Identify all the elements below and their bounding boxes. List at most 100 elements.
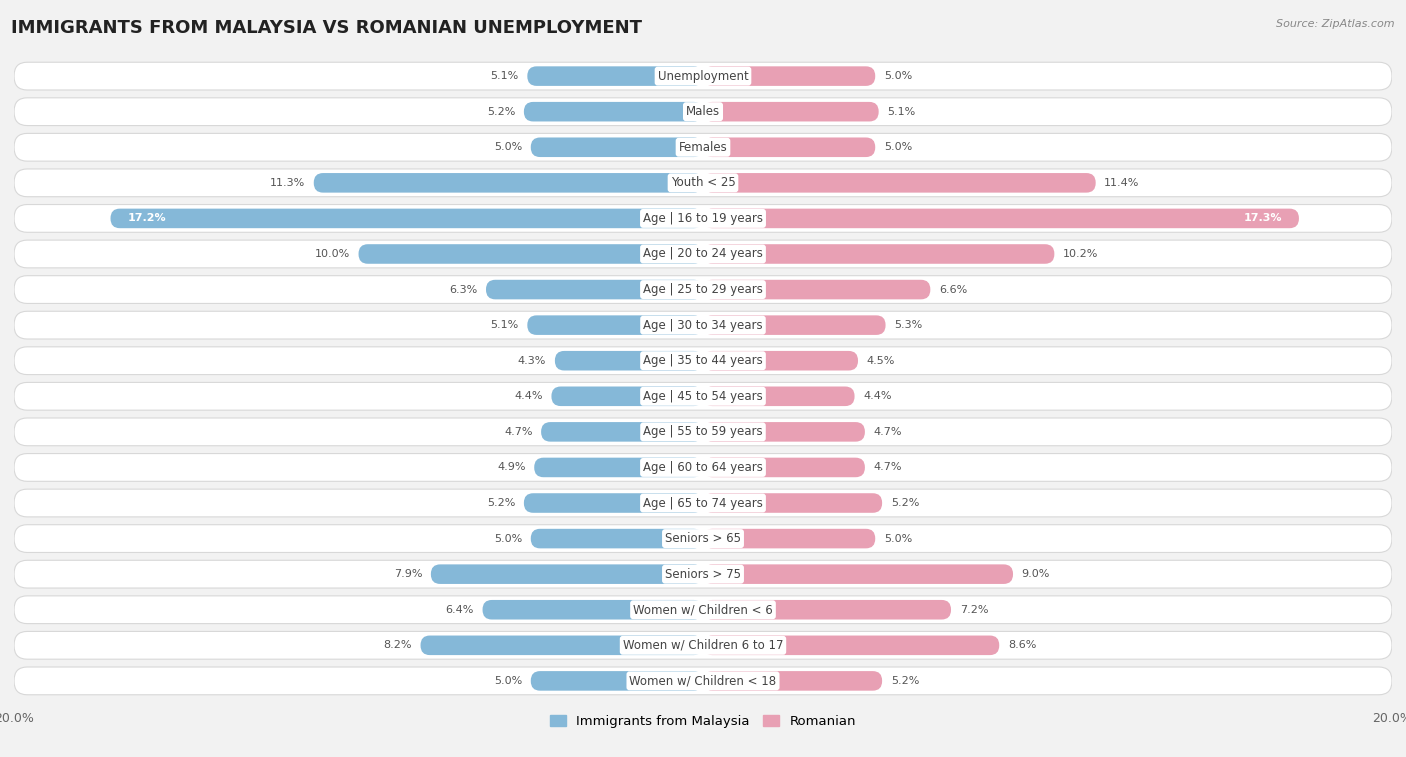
Text: 9.0%: 9.0% [1022,569,1050,579]
Text: 8.2%: 8.2% [384,640,412,650]
Text: 5.2%: 5.2% [891,676,920,686]
Text: 5.1%: 5.1% [887,107,915,117]
Text: Age | 25 to 29 years: Age | 25 to 29 years [643,283,763,296]
Text: 17.2%: 17.2% [128,213,166,223]
Text: 4.3%: 4.3% [517,356,547,366]
Text: Women w/ Children < 6: Women w/ Children < 6 [633,603,773,616]
FancyBboxPatch shape [541,422,703,441]
Text: 8.6%: 8.6% [1008,640,1036,650]
Text: Age | 20 to 24 years: Age | 20 to 24 years [643,248,763,260]
FancyBboxPatch shape [524,102,703,121]
FancyBboxPatch shape [527,316,703,335]
FancyBboxPatch shape [703,529,875,548]
Text: Youth < 25: Youth < 25 [671,176,735,189]
Text: 5.1%: 5.1% [491,320,519,330]
Text: Age | 16 to 19 years: Age | 16 to 19 years [643,212,763,225]
Text: Females: Females [679,141,727,154]
FancyBboxPatch shape [14,418,1392,446]
FancyBboxPatch shape [551,387,703,406]
FancyBboxPatch shape [703,102,879,121]
Text: Males: Males [686,105,720,118]
FancyBboxPatch shape [703,387,855,406]
FancyBboxPatch shape [703,636,1000,655]
Text: Age | 30 to 34 years: Age | 30 to 34 years [643,319,763,332]
Text: 4.4%: 4.4% [515,391,543,401]
Text: 5.1%: 5.1% [491,71,519,81]
FancyBboxPatch shape [703,209,1299,228]
FancyBboxPatch shape [703,565,1012,584]
Text: 4.9%: 4.9% [498,463,526,472]
Text: 10.0%: 10.0% [315,249,350,259]
FancyBboxPatch shape [703,422,865,441]
Text: 4.7%: 4.7% [873,427,903,437]
FancyBboxPatch shape [703,458,865,477]
FancyBboxPatch shape [14,489,1392,517]
FancyBboxPatch shape [703,67,875,86]
Text: 5.0%: 5.0% [884,71,912,81]
Text: 5.0%: 5.0% [494,142,522,152]
FancyBboxPatch shape [14,62,1392,90]
FancyBboxPatch shape [703,494,882,512]
FancyBboxPatch shape [703,600,950,619]
Text: 11.4%: 11.4% [1104,178,1140,188]
Text: 5.2%: 5.2% [891,498,920,508]
Text: Women w/ Children 6 to 17: Women w/ Children 6 to 17 [623,639,783,652]
Text: 4.7%: 4.7% [873,463,903,472]
FancyBboxPatch shape [14,240,1392,268]
FancyBboxPatch shape [14,133,1392,161]
FancyBboxPatch shape [531,529,703,548]
FancyBboxPatch shape [14,311,1392,339]
FancyBboxPatch shape [14,667,1392,695]
Text: Source: ZipAtlas.com: Source: ZipAtlas.com [1277,19,1395,29]
Text: 10.2%: 10.2% [1063,249,1098,259]
Text: Age | 45 to 54 years: Age | 45 to 54 years [643,390,763,403]
FancyBboxPatch shape [703,671,882,690]
Text: Age | 55 to 59 years: Age | 55 to 59 years [643,425,763,438]
FancyBboxPatch shape [14,631,1392,659]
FancyBboxPatch shape [14,382,1392,410]
FancyBboxPatch shape [14,98,1392,126]
FancyBboxPatch shape [703,245,1054,263]
Text: Seniors > 65: Seniors > 65 [665,532,741,545]
FancyBboxPatch shape [14,347,1392,375]
FancyBboxPatch shape [527,67,703,86]
FancyBboxPatch shape [430,565,703,584]
Text: 11.3%: 11.3% [270,178,305,188]
Text: 6.6%: 6.6% [939,285,967,294]
Legend: Immigrants from Malaysia, Romanian: Immigrants from Malaysia, Romanian [544,709,862,734]
Text: 4.7%: 4.7% [503,427,533,437]
Text: 5.2%: 5.2% [486,107,515,117]
Text: Age | 35 to 44 years: Age | 35 to 44 years [643,354,763,367]
FancyBboxPatch shape [359,245,703,263]
Text: Age | 60 to 64 years: Age | 60 to 64 years [643,461,763,474]
FancyBboxPatch shape [14,453,1392,481]
FancyBboxPatch shape [14,560,1392,588]
FancyBboxPatch shape [420,636,703,655]
Text: 5.0%: 5.0% [494,676,522,686]
FancyBboxPatch shape [703,173,1095,192]
FancyBboxPatch shape [555,351,703,370]
Text: 7.2%: 7.2% [960,605,988,615]
Text: 5.2%: 5.2% [486,498,515,508]
FancyBboxPatch shape [482,600,703,619]
Text: Seniors > 75: Seniors > 75 [665,568,741,581]
FancyBboxPatch shape [14,525,1392,553]
FancyBboxPatch shape [524,494,703,512]
Text: Women w/ Children < 18: Women w/ Children < 18 [630,674,776,687]
Text: 5.3%: 5.3% [894,320,922,330]
FancyBboxPatch shape [703,316,886,335]
FancyBboxPatch shape [486,280,703,299]
FancyBboxPatch shape [703,351,858,370]
FancyBboxPatch shape [531,671,703,690]
Text: 6.3%: 6.3% [449,285,478,294]
Text: 4.5%: 4.5% [866,356,896,366]
FancyBboxPatch shape [703,280,931,299]
FancyBboxPatch shape [534,458,703,477]
FancyBboxPatch shape [314,173,703,192]
FancyBboxPatch shape [14,169,1392,197]
Text: 6.4%: 6.4% [446,605,474,615]
FancyBboxPatch shape [111,209,703,228]
FancyBboxPatch shape [703,138,875,157]
Text: 5.0%: 5.0% [494,534,522,544]
Text: IMMIGRANTS FROM MALAYSIA VS ROMANIAN UNEMPLOYMENT: IMMIGRANTS FROM MALAYSIA VS ROMANIAN UNE… [11,19,643,37]
